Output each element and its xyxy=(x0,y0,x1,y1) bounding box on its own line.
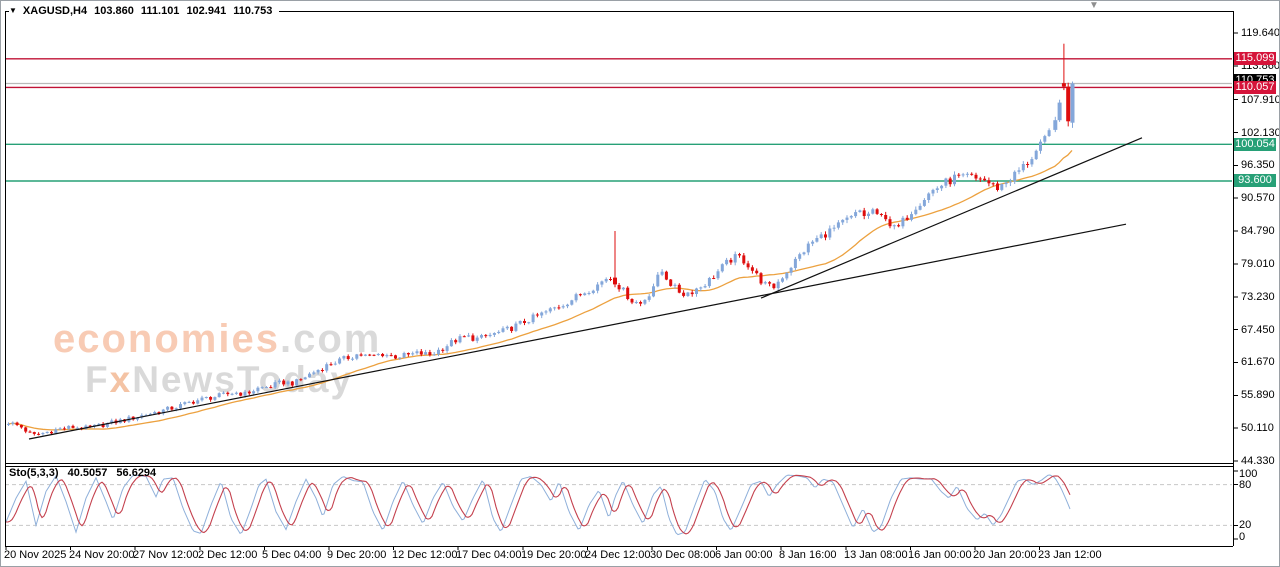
watermark-domain-text: .com xyxy=(279,317,382,361)
stochastic-k-line xyxy=(6,474,1071,536)
stochastic-d-value: 56.6294 xyxy=(116,467,157,479)
ohlc-open: 103.860 xyxy=(94,4,134,17)
trendlines[interactable] xyxy=(28,137,1143,440)
ohlc-close: 110.753 xyxy=(233,4,273,17)
ohlc-low: 102.941 xyxy=(186,4,227,17)
watermark-brand: economies.com xyxy=(53,317,381,362)
stochastic-indicator-label: Sto(5,3,3) 40.5057 56.6294 xyxy=(9,467,162,479)
stochastic-panel xyxy=(6,474,1232,536)
symbol-dropdown-icon[interactable]: ▼ xyxy=(9,6,17,15)
chart-header: ▼ XAGUSD,H4 103.860 111.101 102.941 110.… xyxy=(9,3,280,18)
watermark-tagline-x: x xyxy=(109,359,133,400)
stochastic-name: Sto(5,3,3) xyxy=(9,467,59,479)
stochastic-d-line xyxy=(6,474,1071,535)
stochastic-k-value: 40.5057 xyxy=(67,467,108,479)
moving-average-line xyxy=(8,149,1073,431)
axis-ticks xyxy=(5,32,1238,550)
candlestick-series xyxy=(7,43,1075,436)
watermark-brand-text: economies xyxy=(53,317,280,361)
ohlc-high: 111.101 xyxy=(140,4,180,17)
price-level-lines xyxy=(6,58,1232,182)
panel-borders xyxy=(5,11,1234,547)
watermark-tagline-f: F xyxy=(85,359,110,400)
scroll-to-end-icon[interactable]: ▼ xyxy=(1089,0,1099,11)
symbol-period-label: XAGUSD,H4 xyxy=(22,4,88,17)
